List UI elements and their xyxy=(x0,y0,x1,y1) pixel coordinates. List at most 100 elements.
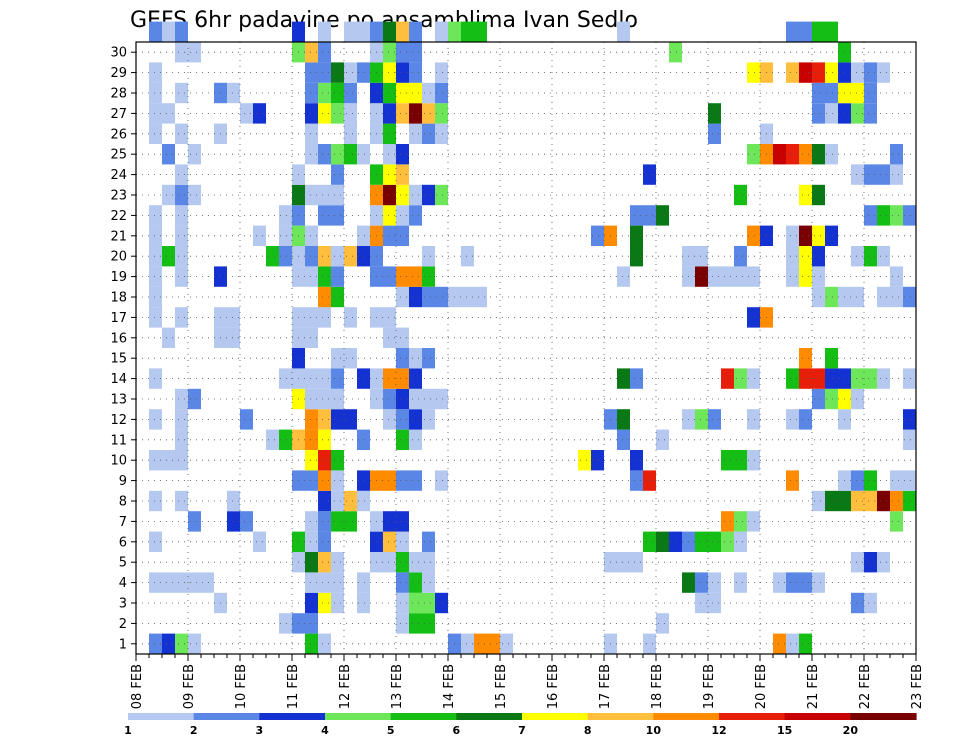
heatmap-cell xyxy=(305,266,318,287)
heatmap-cell xyxy=(318,42,331,63)
heatmap-cell xyxy=(409,470,422,491)
y-tick-label: 25 xyxy=(110,148,127,163)
heatmap-cell xyxy=(201,572,214,593)
heatmap-cell xyxy=(396,103,409,124)
heatmap-cell xyxy=(383,409,396,430)
colorbar-label: 12 xyxy=(711,724,726,737)
heatmap-cell xyxy=(396,327,409,348)
heatmap-cell xyxy=(396,205,409,226)
heatmap-cell xyxy=(786,368,799,389)
heatmap-cell xyxy=(305,409,318,430)
heatmap-cell xyxy=(786,144,799,165)
heatmap-cell xyxy=(409,572,422,593)
heatmap-cell xyxy=(747,368,760,389)
heatmap-cell xyxy=(357,470,370,491)
heatmap-cell xyxy=(617,429,630,450)
heatmap-cell xyxy=(383,62,396,83)
heatmap-cell xyxy=(149,21,162,42)
colorbar-label: 6 xyxy=(453,724,461,737)
heatmap-cell xyxy=(227,511,240,532)
heatmap-cell xyxy=(175,388,188,410)
heatmap-cell xyxy=(357,368,370,389)
heatmap-cell xyxy=(721,266,734,287)
heatmap-cell xyxy=(591,225,604,246)
heatmap-cell xyxy=(734,450,747,471)
heatmap-cell xyxy=(331,552,344,573)
heatmap-cell xyxy=(279,225,292,246)
heatmap-cell xyxy=(305,246,318,267)
y-tick-label: 28 xyxy=(110,87,127,102)
heatmap-cell xyxy=(162,246,175,267)
heatmap-cell xyxy=(851,103,864,124)
heatmap-cell xyxy=(175,633,188,654)
y-tick-label: 15 xyxy=(110,352,127,367)
heatmap-cell xyxy=(708,266,721,287)
heatmap-cell xyxy=(162,103,175,124)
heatmap-cell xyxy=(877,205,890,226)
heatmap-cell xyxy=(461,21,474,42)
heatmap-cell xyxy=(747,62,760,83)
x-tick-label: 16 FEB xyxy=(546,664,561,709)
heatmap-cell xyxy=(318,572,331,593)
heatmap-cell xyxy=(799,184,812,206)
colorbar: 1 2 3 4 5 6 7 8 10 12 15 20 xyxy=(124,713,917,737)
heatmap-cell xyxy=(786,225,799,246)
heatmap-cell xyxy=(734,246,747,267)
heatmap-cell xyxy=(435,82,448,104)
heatmap-cell xyxy=(305,307,318,328)
heatmap-cell xyxy=(877,368,890,389)
heatmap-cell xyxy=(708,123,721,144)
heatmap-cell xyxy=(162,327,175,348)
heatmap-cell xyxy=(747,266,760,287)
y-tick-label: 21 xyxy=(110,229,127,244)
heatmap-cell xyxy=(331,409,344,430)
heatmap-cell xyxy=(864,82,877,104)
heatmap-cell xyxy=(903,409,916,430)
heatmap-cell xyxy=(175,21,188,42)
heatmap-cell xyxy=(708,531,721,552)
heatmap-cell xyxy=(240,103,253,124)
heatmap-cell xyxy=(305,531,318,552)
heatmap-cell xyxy=(630,470,643,491)
heatmap-cell xyxy=(786,266,799,287)
heatmap-cell xyxy=(305,184,318,206)
heatmap-cell xyxy=(422,409,435,430)
heatmap-cell xyxy=(734,511,747,532)
heatmap-cell xyxy=(344,409,357,430)
heatmap-cell xyxy=(396,511,409,532)
heatmap-cell xyxy=(747,144,760,165)
heatmap-cell xyxy=(396,21,409,42)
heatmap-cell xyxy=(357,144,370,165)
heatmap-cell xyxy=(435,62,448,83)
heatmap-cell xyxy=(435,103,448,124)
heatmap-cell xyxy=(903,205,916,226)
heatmap-cell xyxy=(799,633,812,654)
heatmap-cell xyxy=(812,144,825,165)
heatmap-cell xyxy=(643,164,656,185)
heatmap-cell xyxy=(656,429,669,450)
heatmap-cell xyxy=(149,368,162,389)
heatmap-cell xyxy=(825,368,838,389)
heatmap-cell xyxy=(734,368,747,389)
colorbar-label: 3 xyxy=(256,724,264,737)
heatmap-cell xyxy=(422,266,435,287)
heatmap-cell xyxy=(656,531,669,552)
heatmap-cell xyxy=(383,225,396,246)
heatmap-cell xyxy=(903,429,916,450)
x-tick-label: 10 FEB xyxy=(234,664,249,709)
heatmap-cell xyxy=(383,123,396,144)
heatmap-cell xyxy=(344,144,357,165)
heatmap-cell xyxy=(188,633,201,654)
x-tick-label: 08 FEB xyxy=(130,664,145,709)
heatmap-cell xyxy=(331,450,344,471)
heatmap-cell xyxy=(331,286,344,308)
heatmap-cell xyxy=(422,592,435,614)
heatmap-cell xyxy=(409,592,422,614)
heatmap-cell xyxy=(175,429,188,450)
heatmap-cell xyxy=(799,144,812,165)
heatmap-cell xyxy=(305,552,318,573)
heatmap-cell xyxy=(903,470,916,491)
heatmap-cell xyxy=(799,21,812,42)
heatmap-cell xyxy=(188,388,201,410)
heatmap-cell xyxy=(825,62,838,83)
